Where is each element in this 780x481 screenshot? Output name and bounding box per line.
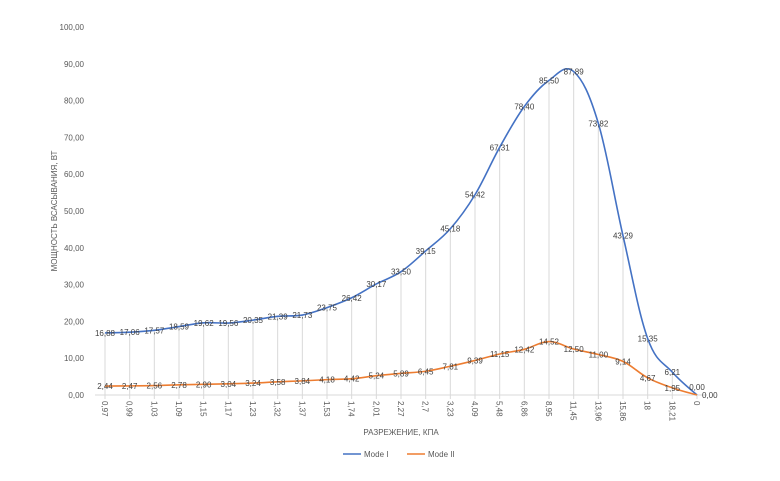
data-label: 3,04 (221, 380, 237, 389)
data-label: 1,95 (665, 384, 681, 393)
data-label: 2,78 (171, 381, 187, 390)
x-tick-label: 11,45 (569, 401, 578, 421)
data-label: 5,89 (393, 369, 409, 378)
data-label: 7,81 (443, 362, 459, 371)
y-tick-label: 100,00 (60, 23, 85, 32)
x-tick-label: 0,97 (100, 401, 109, 417)
data-label: 87,89 (564, 68, 585, 77)
data-label: 73,82 (588, 119, 609, 128)
data-label: 43,29 (613, 232, 634, 241)
x-tick-label: 1,32 (273, 401, 282, 417)
y-tick-label: 10,00 (64, 354, 85, 363)
data-label: 4,67 (640, 374, 656, 383)
data-label: 39,15 (416, 247, 437, 256)
y-tick-label: 50,00 (64, 207, 85, 216)
x-tick-label: 4,09 (470, 401, 479, 417)
x-tick-label: 1,09 (174, 401, 183, 417)
x-tick-label: 2,7 (421, 401, 430, 413)
data-label: 11,00 (589, 351, 609, 360)
data-label: 12,42 (514, 345, 535, 354)
data-label: 9,39 (467, 356, 483, 365)
data-label: 17,06 (120, 328, 141, 337)
x-tick-label: 0 (692, 401, 701, 406)
data-label: 2,47 (122, 382, 138, 391)
data-label: 45,18 (440, 225, 461, 234)
y-tick-label: 20,00 (64, 317, 85, 326)
legend-label: Mode II (428, 450, 455, 459)
data-label: 78,40 (514, 102, 535, 111)
x-tick-label: 2,27 (396, 401, 405, 417)
data-label: 23,75 (317, 304, 338, 313)
data-label: 3,24 (245, 379, 261, 388)
data-label: 4,42 (344, 375, 360, 384)
x-tick-label: 6,86 (519, 401, 528, 417)
data-label: 19,62 (194, 319, 215, 328)
data-label: 2,56 (147, 382, 163, 391)
data-label: 5,24 (369, 372, 385, 381)
x-axis-title: РАЗРЕЖЕНИЕ, КПА (363, 428, 439, 437)
x-tick-label: 1,03 (149, 401, 158, 417)
data-label: 16,88 (95, 329, 116, 338)
x-tick-label: 2,01 (371, 401, 380, 417)
data-label: 19,56 (218, 319, 239, 328)
data-label: 67,31 (490, 143, 511, 152)
series-line-1 (104, 68, 698, 396)
x-tick-label: 1,74 (347, 401, 356, 417)
data-label: 21,73 (292, 311, 313, 320)
data-label: 0,00 (689, 383, 705, 392)
y-axis-title: МОЩНОСТЬ ВСАСЫВАНИЯ, ВТ (50, 150, 59, 271)
data-label: 2,44 (97, 382, 113, 391)
y-tick-label: 0,00 (68, 391, 84, 400)
y-tick-label: 40,00 (64, 244, 85, 253)
legend-label: Mode I (364, 450, 388, 459)
x-tick-label: 1,15 (199, 401, 208, 417)
data-label: 4,18 (319, 376, 335, 385)
x-tick-label: 15,86 (618, 401, 627, 422)
x-tick-label: 13,96 (593, 401, 602, 422)
data-label: 3,84 (295, 377, 311, 386)
legend: Mode I Mode II (343, 450, 455, 459)
x-tick-label: 1,37 (297, 401, 306, 417)
data-label: 11,15 (490, 350, 510, 359)
x-tick-label: 18 (643, 401, 652, 410)
x-tick-label: 18,21 (667, 401, 676, 422)
x-tick-label: 8,95 (544, 401, 553, 417)
y-tick-label: 60,00 (64, 170, 85, 179)
y-tick-label: 30,00 (64, 281, 85, 290)
data-label: 12,50 (564, 345, 585, 354)
data-label: 6,45 (418, 367, 434, 376)
data-label: 54,42 (465, 191, 486, 200)
data-label: 14,52 (539, 338, 560, 347)
y-tick-label: 70,00 (64, 133, 85, 142)
data-label: 6,21 (665, 368, 681, 377)
data-label: 2,90 (196, 380, 212, 389)
series-line-2 (104, 340, 698, 396)
data-label: 30,17 (366, 280, 387, 289)
data-label: 33,50 (391, 268, 412, 277)
data-label: 15,35 (638, 335, 659, 344)
data-label: 21,39 (268, 312, 289, 321)
data-label: 18,59 (169, 323, 190, 332)
y-tick-label: 90,00 (64, 60, 85, 69)
x-tick-label: 1,23 (248, 401, 257, 417)
x-tick-label: 3,23 (445, 401, 454, 417)
x-tick-label: 1,53 (322, 401, 331, 417)
x-tick-label: 5,48 (495, 401, 504, 417)
x-tick-label: 0,99 (125, 401, 134, 417)
data-label: 0,00 (702, 391, 718, 400)
data-label: 3,58 (270, 378, 286, 387)
x-tick-label: 1,17 (223, 401, 232, 417)
data-label: 85,50 (539, 76, 560, 85)
data-label: 9,14 (615, 357, 631, 366)
data-label: 20,35 (243, 316, 264, 325)
data-label: 17,57 (144, 326, 165, 335)
data-label: 26,42 (342, 294, 363, 303)
y-tick-label: 80,00 (64, 97, 85, 106)
